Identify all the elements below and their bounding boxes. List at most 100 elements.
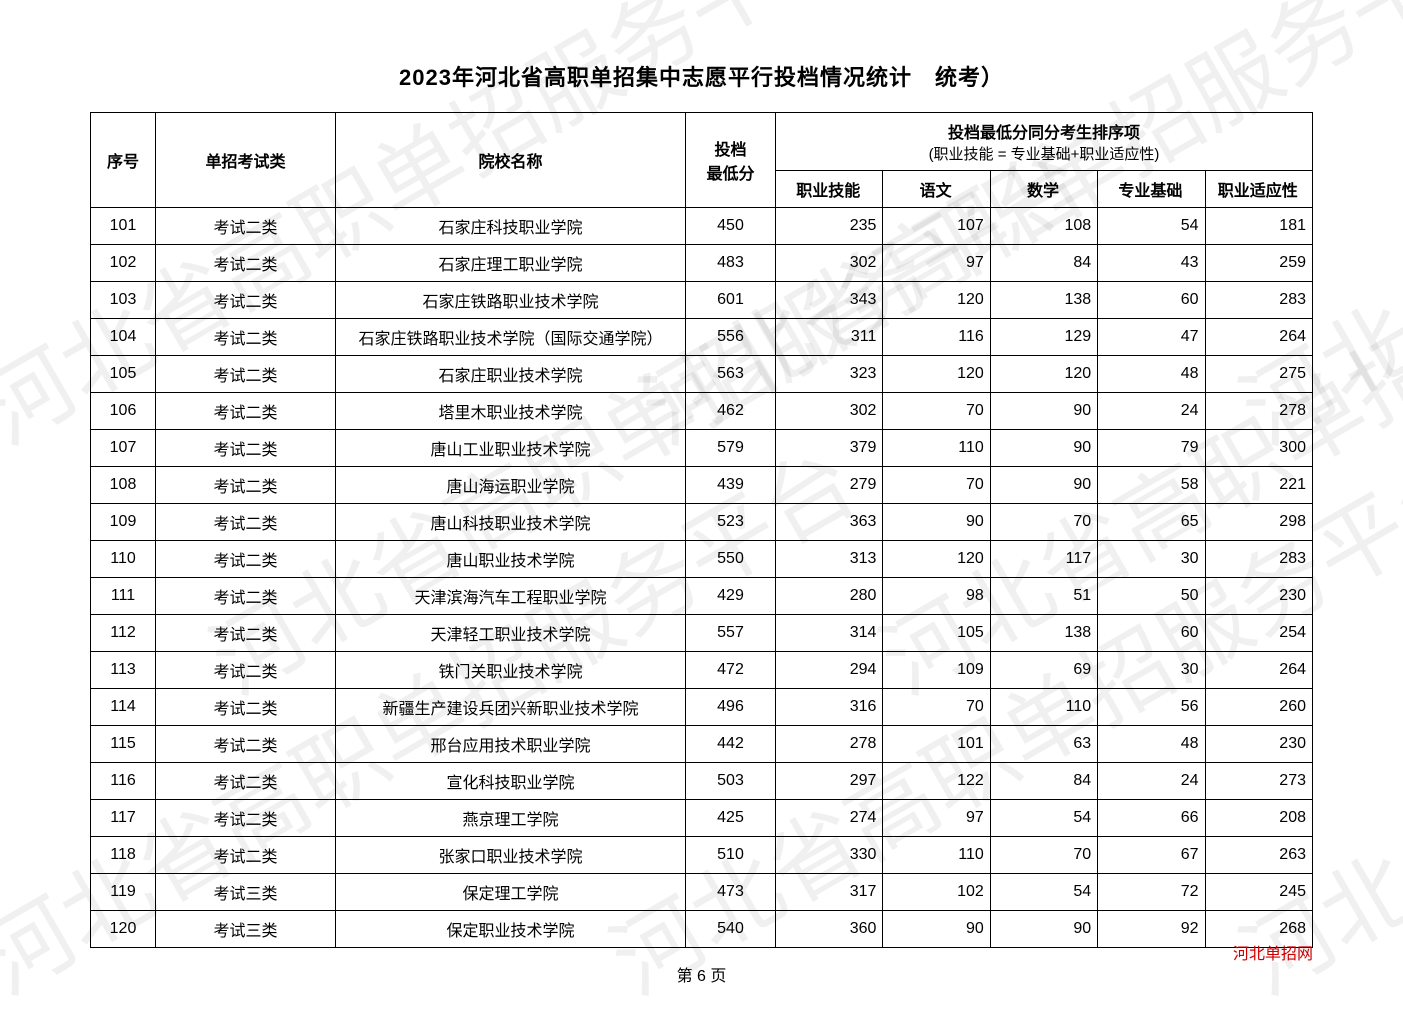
table-row: 115考试二类邢台应用技术职业学院4422781016348230 [91, 726, 1313, 763]
cell-minscore: 473 [686, 874, 776, 911]
cell-adapt: 230 [1205, 578, 1312, 615]
cell-math: 90 [990, 393, 1097, 430]
cell-chinese: 97 [883, 245, 990, 282]
table-header: 序号 单招考试类 院校名称 投档最低分 投档最低分同分考生排序项 (职业技能 =… [91, 113, 1313, 208]
table-body: 101考试二类石家庄科技职业学院45023510710854181102考试二类… [91, 208, 1313, 948]
table-row: 118考试二类张家口职业技术学院5103301107067263 [91, 837, 1313, 874]
cell-skill: 278 [776, 726, 883, 763]
header-group-title: 投档最低分同分考生排序项 [948, 125, 1140, 142]
table-row: 117考试二类燕京理工学院425274975466208 [91, 800, 1313, 837]
cell-math: 69 [990, 652, 1097, 689]
cell-adapt: 260 [1205, 689, 1312, 726]
cell-chinese: 98 [883, 578, 990, 615]
cell-skill: 302 [776, 245, 883, 282]
cell-skill: 317 [776, 874, 883, 911]
table-row: 120考试三类保定职业技术学院540360909092268 [91, 911, 1313, 948]
cell-minscore: 442 [686, 726, 776, 763]
cell-base: 72 [1098, 874, 1205, 911]
cell-category: 考试二类 [156, 393, 336, 430]
cell-school: 张家口职业技术学院 [336, 837, 686, 874]
cell-minscore: 550 [686, 541, 776, 578]
cell-adapt: 208 [1205, 800, 1312, 837]
cell-minscore: 523 [686, 504, 776, 541]
cell-school: 铁门关职业技术学院 [336, 652, 686, 689]
cell-school: 天津滨海汽车工程职业学院 [336, 578, 686, 615]
cell-adapt: 273 [1205, 763, 1312, 800]
cell-skill: 316 [776, 689, 883, 726]
cell-skill: 323 [776, 356, 883, 393]
header-group: 投档最低分同分考生排序项 (职业技能 = 专业基础+职业适应性) [776, 113, 1313, 171]
cell-minscore: 601 [686, 282, 776, 319]
cell-chinese: 110 [883, 837, 990, 874]
cell-skill: 294 [776, 652, 883, 689]
cell-seq: 115 [91, 726, 156, 763]
cell-math: 120 [990, 356, 1097, 393]
cell-minscore: 556 [686, 319, 776, 356]
cell-adapt: 221 [1205, 467, 1312, 504]
cell-base: 92 [1098, 911, 1205, 948]
cell-skill: 280 [776, 578, 883, 615]
cell-skill: 314 [776, 615, 883, 652]
cell-school: 唐山工业职业技术学院 [336, 430, 686, 467]
cell-minscore: 496 [686, 689, 776, 726]
cell-category: 考试二类 [156, 208, 336, 245]
cell-minscore: 510 [686, 837, 776, 874]
cell-category: 考试二类 [156, 504, 336, 541]
cell-seq: 111 [91, 578, 156, 615]
cell-adapt: 263 [1205, 837, 1312, 874]
cell-chinese: 120 [883, 282, 990, 319]
cell-seq: 120 [91, 911, 156, 948]
cell-minscore: 439 [686, 467, 776, 504]
table-row: 103考试二类石家庄铁路职业技术学院60134312013860283 [91, 282, 1313, 319]
cell-seq: 118 [91, 837, 156, 874]
cell-seq: 113 [91, 652, 156, 689]
cell-chinese: 120 [883, 541, 990, 578]
cell-chinese: 107 [883, 208, 990, 245]
cell-math: 117 [990, 541, 1097, 578]
cell-skill: 379 [776, 430, 883, 467]
cell-school: 石家庄铁路职业技术学院（国际交通学院） [336, 319, 686, 356]
cell-base: 67 [1098, 837, 1205, 874]
cell-adapt: 264 [1205, 652, 1312, 689]
cell-math: 108 [990, 208, 1097, 245]
cell-chinese: 105 [883, 615, 990, 652]
cell-category: 考试三类 [156, 874, 336, 911]
cell-skill: 330 [776, 837, 883, 874]
page-number: 第 6 页 [90, 962, 1313, 986]
cell-math: 84 [990, 245, 1097, 282]
cell-base: 30 [1098, 652, 1205, 689]
cell-category: 考试二类 [156, 356, 336, 393]
cell-math: 54 [990, 874, 1097, 911]
table-row: 112考试二类天津轻工职业技术学院55731410513860254 [91, 615, 1313, 652]
table-row: 105考试二类石家庄职业技术学院56332312012048275 [91, 356, 1313, 393]
cell-seq: 105 [91, 356, 156, 393]
cell-base: 48 [1098, 726, 1205, 763]
cell-school: 石家庄科技职业学院 [336, 208, 686, 245]
table-row: 111考试二类天津滨海汽车工程职业学院429280985150230 [91, 578, 1313, 615]
cell-chinese: 109 [883, 652, 990, 689]
table-row: 107考试二类唐山工业职业技术学院5793791109079300 [91, 430, 1313, 467]
cell-chinese: 70 [883, 467, 990, 504]
cell-base: 56 [1098, 689, 1205, 726]
cell-school: 石家庄铁路职业技术学院 [336, 282, 686, 319]
cell-chinese: 70 [883, 689, 990, 726]
cell-school: 唐山职业技术学院 [336, 541, 686, 578]
page-title: 2023年河北省高职单招集中志愿平行投档情况统计 统考） [90, 60, 1313, 92]
cell-adapt: 230 [1205, 726, 1312, 763]
cell-minscore: 429 [686, 578, 776, 615]
cell-math: 129 [990, 319, 1097, 356]
header-group-sub: (职业技能 = 专业基础+职业适应性) [929, 146, 1160, 163]
cell-base: 66 [1098, 800, 1205, 837]
cell-school: 唐山海运职业学院 [336, 467, 686, 504]
cell-category: 考试二类 [156, 689, 336, 726]
cell-adapt: 275 [1205, 356, 1312, 393]
cell-adapt: 283 [1205, 282, 1312, 319]
cell-skill: 279 [776, 467, 883, 504]
header-category: 单招考试类 [156, 113, 336, 208]
cell-seq: 117 [91, 800, 156, 837]
cell-math: 90 [990, 430, 1097, 467]
header-sub2: 语文 [883, 171, 990, 208]
cell-chinese: 90 [883, 504, 990, 541]
header-seq: 序号 [91, 113, 156, 208]
cell-skill: 235 [776, 208, 883, 245]
